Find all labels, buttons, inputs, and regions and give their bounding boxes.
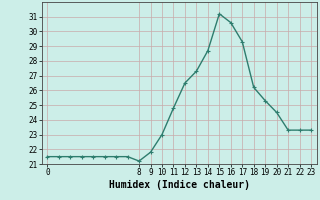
X-axis label: Humidex (Indice chaleur): Humidex (Indice chaleur): [109, 180, 250, 190]
